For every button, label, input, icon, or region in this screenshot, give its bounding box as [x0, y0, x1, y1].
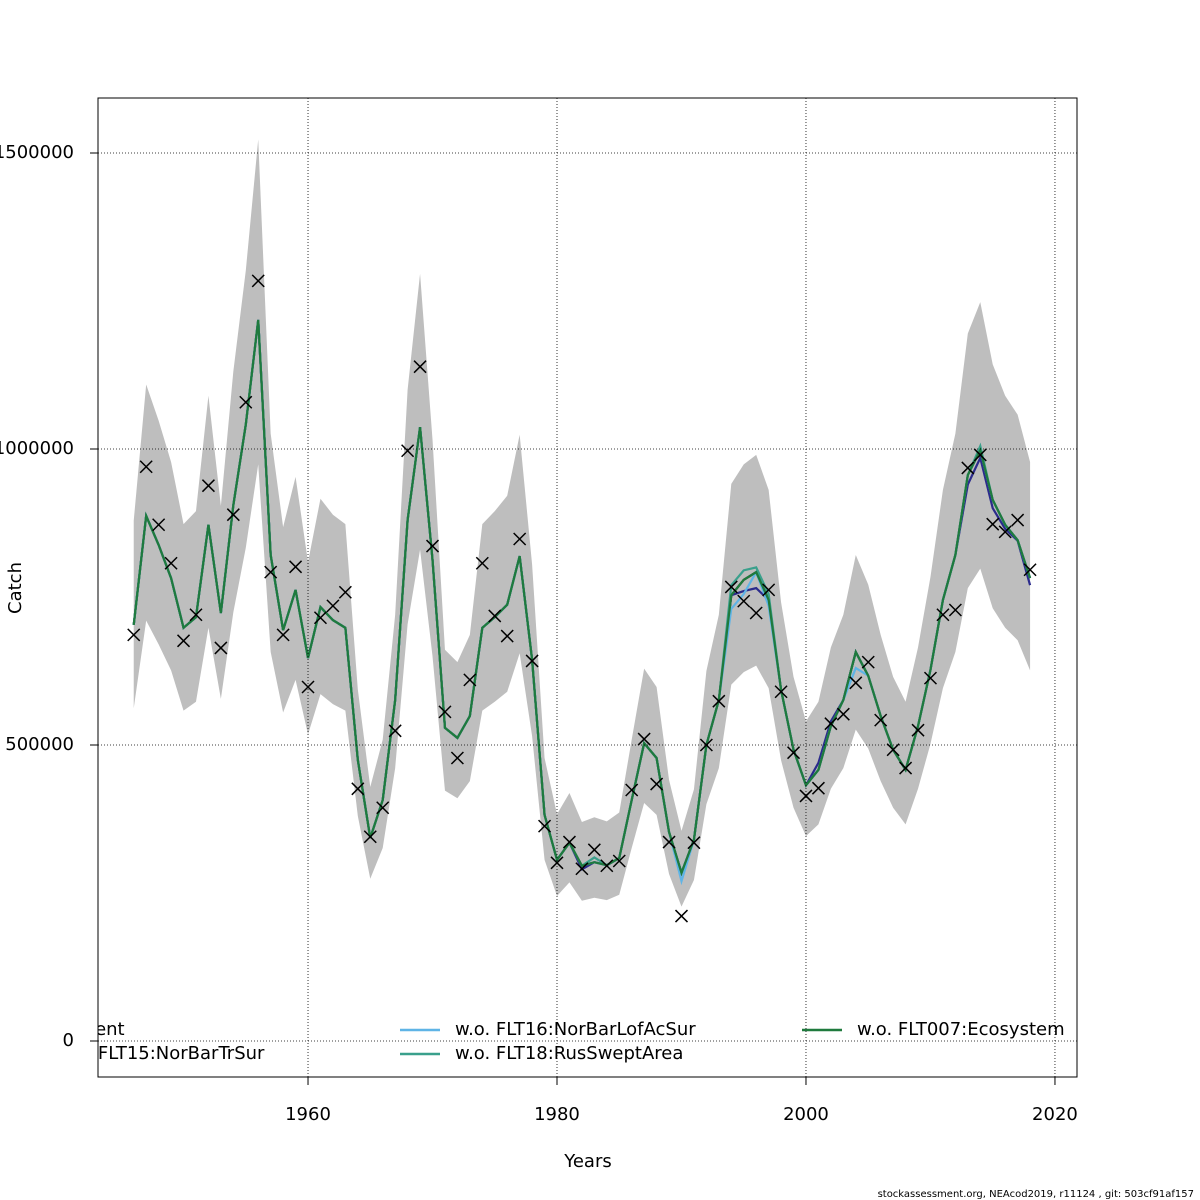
- observation-marker: [899, 761, 913, 775]
- plot-area: Current w.o. FLT15:NorBarTrSur w.o. FLT16:…: [57, 139, 1065, 1064]
- observation-marker: [600, 859, 614, 873]
- observation-marker: [152, 518, 166, 532]
- observation-marker: [724, 580, 738, 594]
- observation-marker: [313, 611, 327, 625]
- observation-marker: [874, 713, 888, 727]
- observation-marker: [550, 856, 564, 870]
- observation-marker: [787, 746, 801, 760]
- observation-marker: [176, 634, 191, 648]
- y-tick-label: 1500000: [0, 142, 74, 163]
- observation-marker: [936, 608, 950, 622]
- observation-marker: [513, 532, 527, 546]
- observation-marker: [251, 274, 265, 288]
- observation-marker: [849, 676, 863, 690]
- observation-marker: [276, 628, 290, 642]
- observation-marker: [824, 717, 838, 731]
- observation-marker: [575, 862, 589, 876]
- observation-marker: [625, 783, 639, 797]
- observation-marker: [986, 517, 1000, 531]
- observation-marker: [239, 395, 253, 409]
- observation-marker: [737, 594, 751, 608]
- x-axis-label: Years: [563, 1151, 612, 1172]
- x-tick-label: 1980: [534, 1104, 580, 1125]
- observation-marker: [562, 835, 576, 849]
- observation-marker: [376, 801, 390, 815]
- y-axis-label: Catch: [5, 562, 26, 614]
- observation-marker: [886, 743, 900, 757]
- observation-marker: [861, 655, 875, 669]
- observation-marker: [438, 705, 452, 719]
- observation-marker: [911, 723, 925, 737]
- observation-marker: [226, 508, 240, 522]
- observation-marker: [662, 835, 676, 849]
- observation-marker: [214, 641, 228, 655]
- observation-marker: [998, 525, 1012, 539]
- observation-marker: [712, 694, 726, 708]
- x-tick-label: 2000: [783, 1104, 829, 1125]
- observation-marker: [674, 909, 689, 923]
- x-tick-label: 1960: [285, 1104, 331, 1125]
- observation-marker: [961, 461, 975, 475]
- observation-marker: [338, 585, 352, 599]
- observation-marker: [587, 843, 601, 857]
- observation-marker: [264, 565, 278, 579]
- observation-marker: [164, 556, 178, 570]
- observation-marker: [762, 583, 776, 597]
- observation-marker: [425, 539, 440, 553]
- legend-label: Current: [57, 1019, 125, 1040]
- legend-label: w.o. FLT15:NorBarTrSur: [57, 1043, 265, 1064]
- observation-marker: [749, 606, 763, 620]
- plot-border: [97, 97, 1078, 1078]
- observation-marker: [687, 836, 701, 850]
- observation-marker: [836, 707, 850, 721]
- observation-marker: [289, 560, 303, 574]
- footer: stockassessment.org, NEAcod2019, r11124 …: [878, 1189, 1194, 1200]
- observation-marker: [413, 360, 427, 374]
- observation-marker: [973, 448, 987, 462]
- observation-marker: [450, 751, 464, 765]
- observation-marker: [774, 685, 788, 699]
- legend-label: w.o. FLT007:Ecosystem: [857, 1019, 1065, 1040]
- observation-marker: [923, 671, 938, 685]
- observation-marker: [948, 603, 962, 617]
- confidence-band: [133, 139, 1031, 907]
- y-tick-label: 0: [63, 1030, 74, 1051]
- observation-marker: [201, 479, 215, 493]
- series-line: [132, 319, 1032, 877]
- observation-marker: [401, 444, 415, 458]
- observation-marker: [363, 830, 377, 844]
- x-tick-label: 2020: [1032, 1104, 1078, 1125]
- observation-marker: [811, 781, 825, 795]
- observation-marker: [139, 460, 153, 474]
- observation-marker: [127, 628, 141, 642]
- observation-marker: [475, 556, 489, 570]
- observation-marker: [500, 629, 514, 643]
- observation-marker: [538, 819, 552, 833]
- observation-marker: [637, 732, 651, 746]
- observation-marker: [799, 789, 813, 803]
- observation-marker: [699, 738, 713, 752]
- observation-marker: [388, 724, 402, 738]
- observation-marker: [463, 673, 477, 687]
- observation-marker: [650, 777, 664, 791]
- observation-marker: [1011, 513, 1025, 527]
- observation-marker: [189, 608, 203, 622]
- legend-label: w.o. FLT18:RusSweptArea: [455, 1043, 683, 1064]
- observation-marker: [525, 654, 539, 668]
- observation-marker: [326, 599, 340, 613]
- observation-marker: [612, 854, 626, 868]
- y-tick-label: 500000: [5, 734, 74, 755]
- legend-label: w.o. FLT16:NorBarLofAcSur: [455, 1019, 696, 1040]
- observation-marker: [351, 782, 365, 796]
- observation-marker: [488, 609, 502, 623]
- observation-marker: [1023, 563, 1037, 577]
- y-tick-label: 1000000: [0, 438, 74, 459]
